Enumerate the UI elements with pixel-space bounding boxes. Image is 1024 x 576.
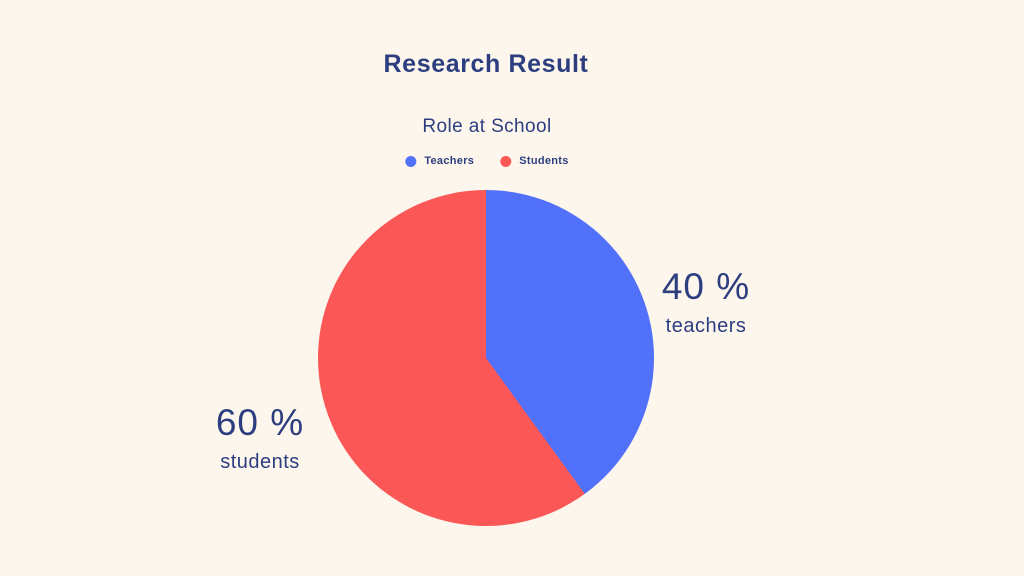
chart-legend: Teachers Students xyxy=(405,155,568,167)
legend-label-students: Students xyxy=(519,155,569,167)
legend-item-students: Students xyxy=(500,155,568,167)
annotation-teachers: 40 % teachers xyxy=(662,266,750,338)
teachers-percent-label: teachers xyxy=(665,315,747,337)
chart-title: Role at School xyxy=(422,116,552,137)
students-percent-value: 60 % xyxy=(215,402,305,443)
legend-item-teachers: Teachers xyxy=(405,155,474,167)
annotation-students: 60 % students xyxy=(216,402,304,474)
students-swatch-icon xyxy=(500,155,512,167)
pie-chart xyxy=(318,190,654,526)
legend-label-teachers: Teachers xyxy=(424,155,475,167)
teachers-swatch-icon xyxy=(405,155,417,167)
page-title: Research Result xyxy=(383,50,589,78)
teachers-percent-value: 40 % xyxy=(661,266,751,307)
students-percent-label: students xyxy=(220,451,300,473)
